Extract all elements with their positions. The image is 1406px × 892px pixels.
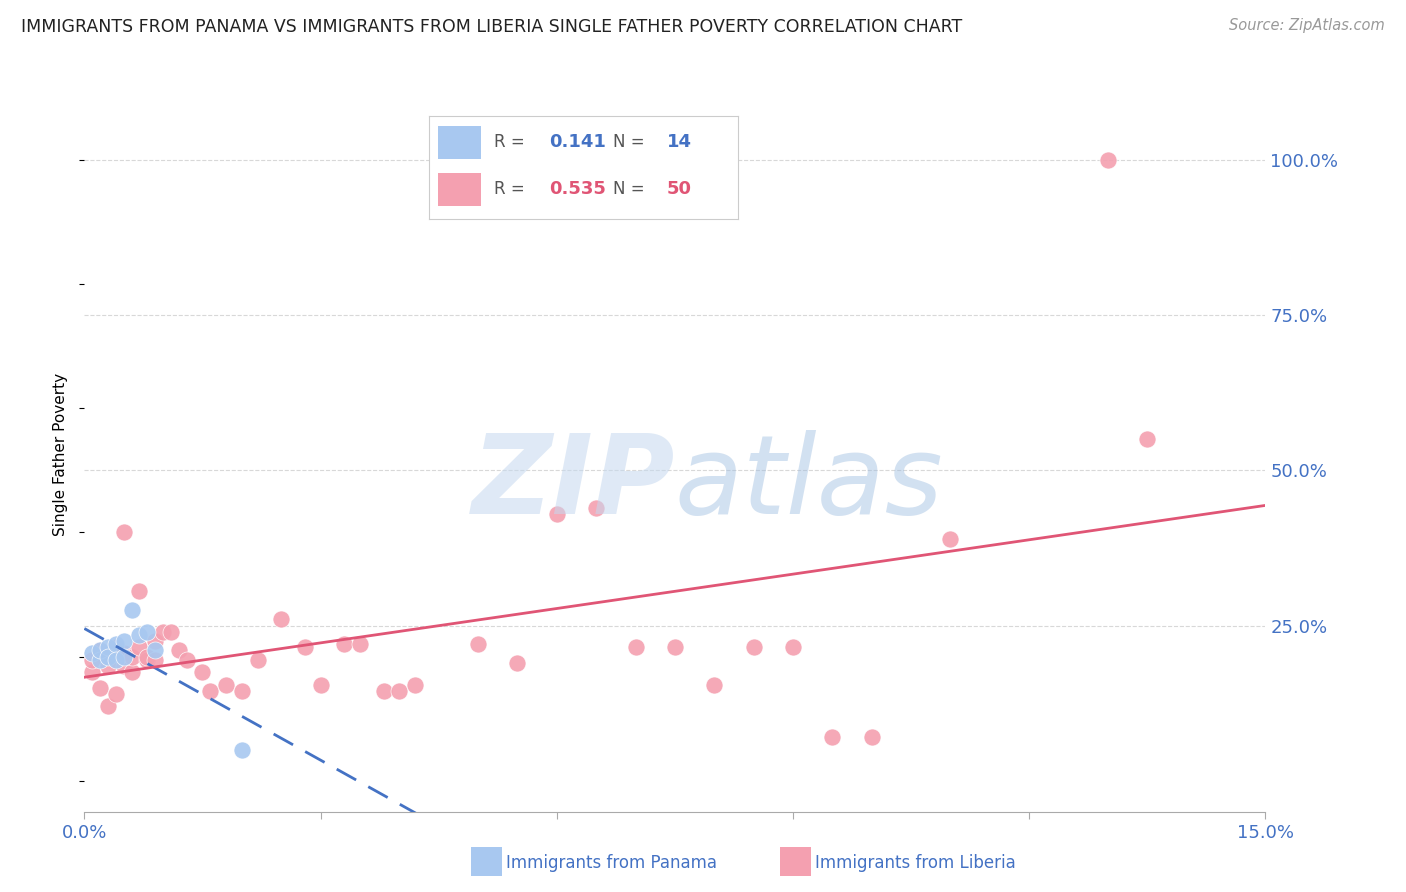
Point	[664, 640, 686, 655]
Point	[128, 584, 150, 599]
Text: 0.535: 0.535	[550, 180, 606, 198]
Point	[121, 603, 143, 617]
Point	[104, 653, 127, 667]
Point	[104, 687, 127, 701]
Point	[231, 742, 253, 756]
Point	[97, 640, 120, 655]
Point	[89, 653, 111, 667]
Point	[89, 681, 111, 695]
Point	[546, 507, 568, 521]
Point	[270, 612, 292, 626]
Point	[97, 659, 120, 673]
Point	[112, 525, 135, 540]
Point	[152, 624, 174, 639]
Text: atlas: atlas	[675, 430, 943, 537]
Point	[585, 500, 607, 515]
Point	[136, 624, 159, 639]
Point	[1136, 433, 1159, 447]
Point	[373, 683, 395, 698]
Point	[82, 665, 104, 679]
Point	[121, 649, 143, 664]
Text: Source: ZipAtlas.com: Source: ZipAtlas.com	[1229, 18, 1385, 33]
Point	[143, 643, 166, 657]
Point	[231, 683, 253, 698]
Point	[89, 643, 111, 657]
Text: 0.141: 0.141	[550, 133, 606, 151]
Point	[136, 649, 159, 664]
Point	[112, 649, 135, 664]
Text: 50: 50	[666, 180, 692, 198]
Text: Immigrants from Liberia: Immigrants from Liberia	[815, 854, 1017, 871]
Bar	[439, 126, 481, 159]
Point	[404, 677, 426, 691]
Point	[112, 647, 135, 661]
Point	[97, 699, 120, 714]
Point	[388, 683, 411, 698]
Point	[82, 653, 104, 667]
Point	[294, 640, 316, 655]
Point	[246, 653, 269, 667]
Point	[143, 653, 166, 667]
Point	[128, 640, 150, 655]
Y-axis label: Single Father Poverty: Single Father Poverty	[53, 374, 69, 536]
Point	[89, 643, 111, 657]
Point	[128, 628, 150, 642]
Point	[939, 532, 962, 546]
Point	[703, 677, 725, 691]
Point	[200, 683, 222, 698]
Point	[112, 659, 135, 673]
Text: IMMIGRANTS FROM PANAMA VS IMMIGRANTS FROM LIBERIA SINGLE FATHER POVERTY CORRELAT: IMMIGRANTS FROM PANAMA VS IMMIGRANTS FRO…	[21, 18, 962, 36]
Text: R =: R =	[494, 180, 530, 198]
Point	[121, 665, 143, 679]
Point	[506, 656, 529, 670]
Text: Immigrants from Panama: Immigrants from Panama	[506, 854, 717, 871]
Text: N =: N =	[613, 133, 650, 151]
Point	[167, 643, 190, 657]
Point	[349, 637, 371, 651]
Bar	[439, 173, 481, 206]
Point	[821, 731, 844, 745]
Text: N =: N =	[613, 180, 650, 198]
Point	[624, 640, 647, 655]
Point	[1097, 153, 1119, 168]
Text: R =: R =	[494, 133, 530, 151]
Point	[333, 637, 356, 651]
Point	[176, 653, 198, 667]
Point	[860, 731, 883, 745]
Point	[782, 640, 804, 655]
Point	[104, 640, 127, 655]
Point	[467, 637, 489, 651]
Point	[160, 624, 183, 639]
Text: ZIP: ZIP	[471, 430, 675, 537]
Point	[112, 634, 135, 648]
Point	[143, 634, 166, 648]
Point	[191, 665, 214, 679]
Point	[742, 640, 765, 655]
Point	[104, 637, 127, 651]
Point	[136, 653, 159, 667]
Point	[309, 677, 332, 691]
Point	[215, 677, 238, 691]
Text: 14: 14	[666, 133, 692, 151]
Point	[97, 649, 120, 664]
Point	[82, 647, 104, 661]
